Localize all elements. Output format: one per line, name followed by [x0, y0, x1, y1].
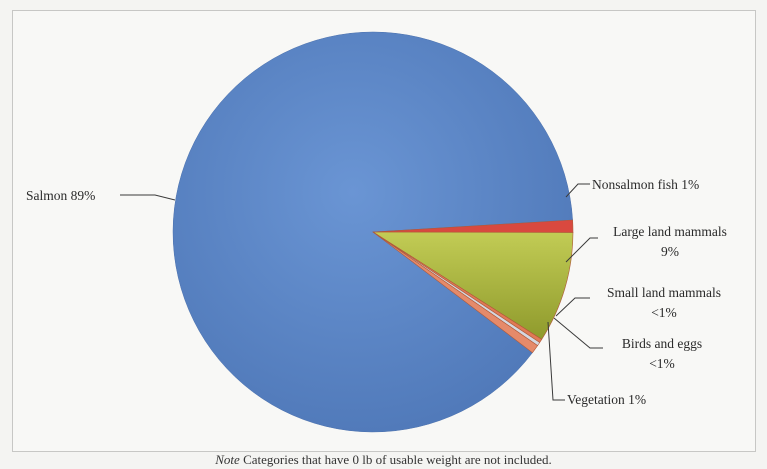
pie-chart: Salmon 89% Nonsalmon fish 1% Large land …: [26, 31, 727, 433]
label-vegetation: Vegetation 1%: [567, 392, 646, 407]
label-small-land-mammals: Small land mammals: [607, 285, 721, 300]
chart-note: Note Categories that have 0 lb of usable…: [0, 452, 767, 468]
leader-birds-and-eggs: [553, 317, 603, 349]
leader-salmon: [120, 194, 176, 201]
leader-large-land-mammals: [565, 237, 598, 263]
note-text: Categories that have 0 lb of usable weig…: [239, 452, 552, 467]
slice-large-land-mammals: [371, 231, 574, 340]
label-nonsalmon-fish: Nonsalmon fish 1%: [592, 177, 699, 192]
value-large-land-mammals: 9%: [661, 244, 679, 259]
label-large-land-mammals: Large land mammals: [613, 224, 727, 239]
leader-nonsalmon-fish: [565, 183, 590, 198]
value-birds-and-eggs: <1%: [649, 356, 675, 371]
label-birds-and-eggs: Birds and eggs: [622, 336, 702, 351]
label-salmon: Salmon 89%: [26, 188, 95, 203]
value-small-land-mammals: <1%: [651, 305, 677, 320]
leader-vegetation: [547, 321, 565, 401]
slice-vegetation: [372, 231, 539, 354]
leader-small-land-mammals: [555, 297, 590, 317]
note-prefix: Note: [215, 452, 240, 467]
